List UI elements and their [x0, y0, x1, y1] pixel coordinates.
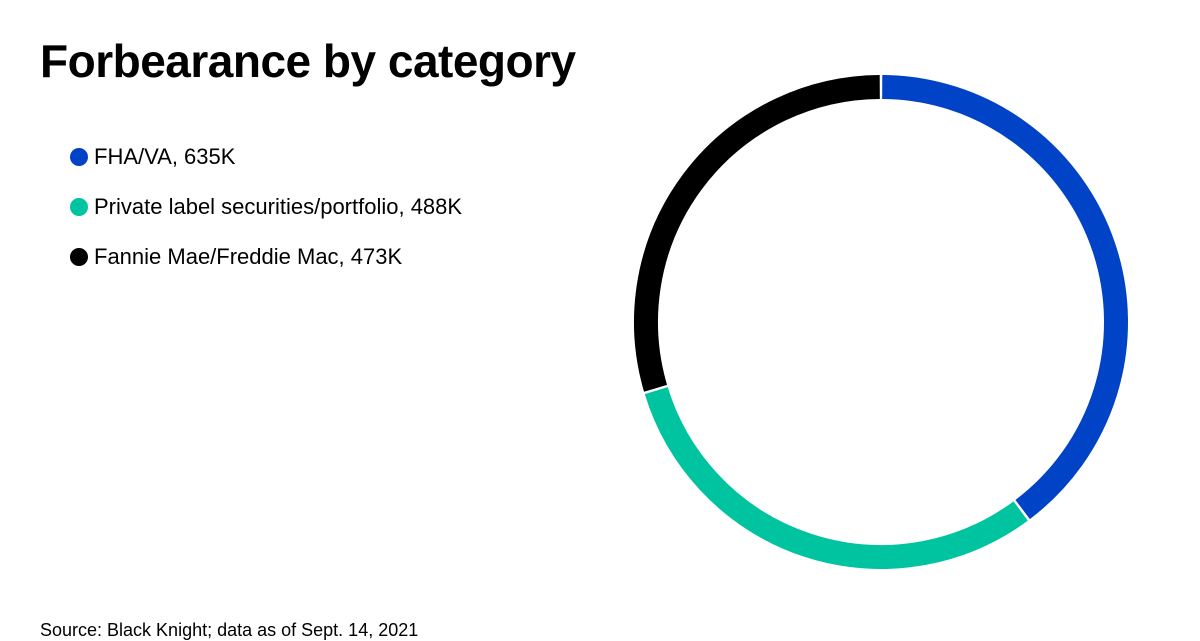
chart-legend: FHA/VA, 635K Private label securities/por…: [70, 140, 462, 290]
legend-item: FHA/VA, 635K: [70, 140, 462, 174]
legend-label: Private label securities/portfolio, 488K: [94, 194, 463, 219]
legend-label: Fannie Mae/Freddie Mac, 473K: [94, 244, 403, 269]
legend-item: Private label securities/portfolio, 488K: [70, 190, 462, 224]
legend-item: Fannie Mae/Freddie Mac, 473K: [70, 240, 462, 274]
legend-swatch: [70, 248, 88, 266]
chart-title: Forbearance by category: [40, 35, 576, 87]
legend-label: FHA/VA, 635K: [94, 144, 236, 169]
legend-swatch: [70, 148, 88, 166]
source-note: Source: Black Knight; data as of Sept. 1…: [40, 620, 419, 640]
donut-chart: [634, 75, 1128, 569]
donut-slice: [882, 75, 1128, 520]
donut-slice: [634, 75, 880, 392]
donut-slice: [644, 387, 1028, 569]
legend-swatch: [70, 198, 88, 216]
